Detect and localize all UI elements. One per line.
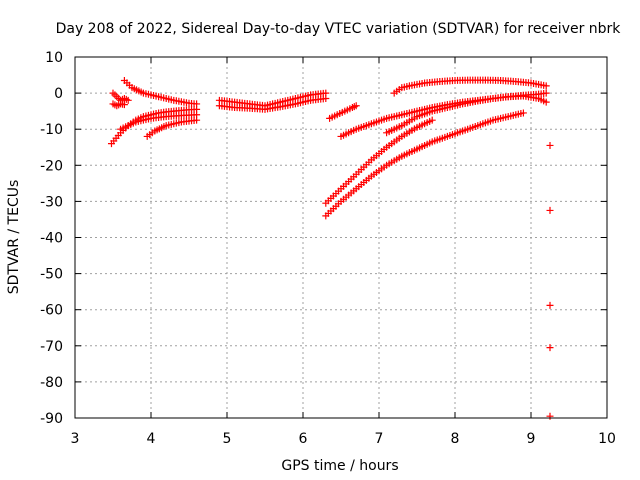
y-tick-label: -70 <box>40 339 63 355</box>
data-point <box>352 102 360 110</box>
data-point <box>193 116 201 124</box>
y-axis-label: SDTVAR / TECUs <box>6 180 22 295</box>
data-point <box>546 141 554 149</box>
series-12 <box>322 116 436 207</box>
data-point <box>519 109 527 117</box>
series-13 <box>322 109 527 220</box>
y-tick-label: -10 <box>40 122 63 138</box>
x-tick-label: 9 <box>527 431 536 447</box>
y-tick-label: -80 <box>40 375 63 391</box>
data-point <box>546 344 554 352</box>
chart-title: Day 208 of 2022, Sidereal Day-to-day VTE… <box>56 21 622 37</box>
axis-ticks <box>74 56 608 419</box>
x-tick-label: 10 <box>598 431 616 447</box>
data-point <box>542 89 550 97</box>
series-4 <box>120 76 201 108</box>
data-point <box>322 95 330 103</box>
data-point <box>546 412 554 420</box>
y-tick-label: -30 <box>40 194 63 210</box>
x-tick-label: 6 <box>299 431 308 447</box>
series-14 <box>546 141 554 420</box>
series-8 <box>326 102 360 122</box>
x-tick-label: 8 <box>451 431 460 447</box>
x-tick-label: 3 <box>71 431 80 447</box>
y-tick-label: -40 <box>40 231 63 247</box>
data-point <box>546 206 554 214</box>
data-point <box>542 82 550 90</box>
series-11 <box>383 92 550 137</box>
data-points <box>107 76 554 420</box>
series-1 <box>109 100 128 110</box>
series-0 <box>109 89 132 104</box>
data-point <box>546 301 554 309</box>
data-point <box>428 116 436 124</box>
x-tick-labels: 3 4 5 6 7 8 9 10 <box>71 431 616 447</box>
data-point <box>542 98 550 106</box>
series-5 <box>143 116 201 140</box>
y-tick-label: -90 <box>40 411 63 427</box>
data-point <box>193 100 201 108</box>
x-tick-label: 5 <box>223 431 232 447</box>
series-7 <box>215 95 330 113</box>
y-tick-label: -20 <box>40 158 63 174</box>
data-point <box>120 101 128 109</box>
grid-lines <box>75 57 607 418</box>
x-tick-label: 7 <box>375 431 384 447</box>
x-axis-label: GPS time / hours <box>281 458 398 474</box>
data-point <box>124 96 132 104</box>
y-tick-label: 0 <box>54 86 63 102</box>
x-tick-label: 4 <box>147 431 156 447</box>
y-tick-label: 10 <box>45 50 63 66</box>
series-10 <box>390 76 550 97</box>
y-tick-label: -60 <box>40 303 63 319</box>
series-3 <box>117 111 201 133</box>
y-tick-label: -50 <box>40 267 63 283</box>
y-tick-labels: 10 0 -10 -20 -30 -40 -50 -60 -70 -80 -90 <box>40 50 63 427</box>
